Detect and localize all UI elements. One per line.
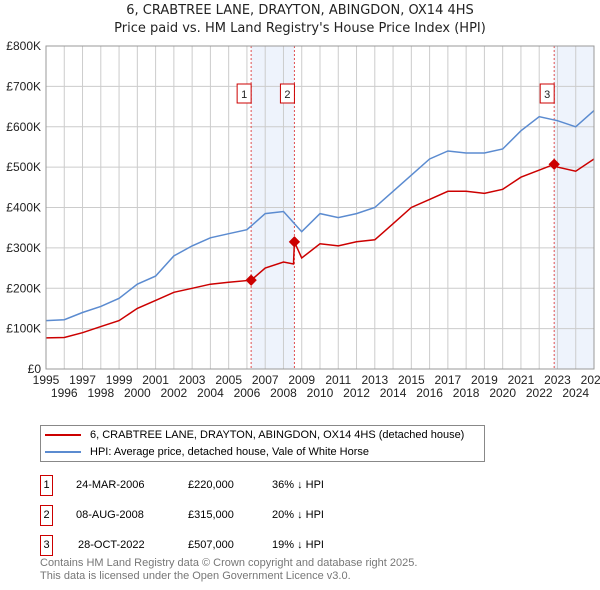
sale-point [288,236,301,248]
x-tick-label: 2000 [124,386,151,400]
chart-subtitle: Price paid vs. HM Land Registry's House … [114,21,486,36]
sale-price: £507,000 [188,539,234,551]
sale-date: 28-OCT-2022 [78,539,145,551]
x-tick-label: 2013 [361,373,388,387]
legend-property: 6, CRABTREE LANE, DRAYTON, ABINGDON, OX1… [90,429,465,441]
series-line [45,158,595,339]
x-tick-label: 2006 [234,386,261,400]
footer: Contains HM Land Registry data © Crown c… [40,557,417,583]
sale-delta: 19% ↓ HPI [272,539,324,551]
y-tick-label: £300K [6,241,41,255]
sale-date: 24-MAR-2006 [76,479,145,491]
x-tick-label: 1997 [69,373,96,387]
x-tick-label: 1996 [51,386,78,400]
x-tick-label: 2019 [471,373,498,387]
x-tick-label: 2018 [453,386,480,400]
x-tick-label: 2002 [161,386,188,400]
x-tick-label: 2008 [270,386,297,400]
x-tick-label: 2010 [307,386,334,400]
y-tick-label: £200K [6,281,41,295]
footer-line-2: This data is licensed under the Open Gov… [40,570,351,582]
x-tick-label: 1995 [33,373,60,387]
x-tick-label: 2009 [288,373,315,387]
series-line [45,110,595,322]
x-tick-label: 2020 [489,386,516,400]
footer-line-1: Contains HM Land Registry data © Crown c… [40,557,418,569]
sale-price: £220,000 [188,479,234,491]
x-tick-label: 2012 [343,386,370,400]
sale-label: 1 [241,89,247,101]
x-tick-label: 2004 [197,386,224,400]
sale-marker-2: 2 [40,505,53,526]
x-tick-label: 2011 [325,373,351,387]
y-tick-label: £100K [6,322,41,336]
y-tick-label: £800K [6,39,41,53]
sale-label-box [539,83,555,104]
legend-blue-line [45,451,81,453]
x-tick-label: 2001 [142,373,169,387]
legend-red-line [45,434,81,436]
sale-point [548,158,560,170]
x-tick-label: 1999 [106,373,133,387]
sale-marker-1: 1 [40,475,53,496]
x-tick-label: 2003 [179,373,206,387]
y-tick-label: £500K [6,160,41,174]
x-tick-label: 1998 [87,386,114,400]
x-tick-label: 2023 [544,373,571,387]
sale-delta: 36% ↓ HPI [272,479,324,491]
y-tick-label: £0 [28,362,42,376]
x-tick-label: 2017 [435,373,462,387]
sale-label: 3 [544,89,550,101]
sale-label-box [279,83,295,104]
y-tick-label: £700K [6,79,41,93]
x-tick-label: 2015 [398,373,425,387]
x-tick-label: 2025 [581,373,600,387]
x-tick-label: 2005 [215,373,242,387]
sale-price: £315,000 [188,509,234,521]
legend-hpi: HPI: Average price, detached house, Vale… [90,446,370,458]
chart-title: 6, CRABTREE LANE, DRAYTON, ABINGDON, OX1… [126,3,474,18]
x-tick-label: 2016 [416,386,443,400]
sale-label-box [236,83,252,104]
y-tick-label: £400K [6,201,41,215]
x-tick-label: 2007 [252,373,279,387]
x-tick-label: 2024 [562,386,589,400]
sale-point [245,274,257,286]
sale-date: 08-AUG-2008 [76,509,144,521]
x-tick-label: 2021 [508,373,535,387]
plot-border [45,45,595,370]
y-tick-label: £600K [6,120,41,134]
price-chart: 1995199619971998199920002001200220032004… [6,39,600,400]
legend: 6, CRABTREE LANE, DRAYTON, ABINGDON, OX1… [40,425,485,462]
x-tick-label: 2022 [526,386,553,400]
sale-delta: 20% ↓ HPI [272,509,324,521]
sale-marker-3: 3 [40,535,53,556]
x-tick-label: 2014 [380,386,407,400]
sale-label: 2 [284,89,290,101]
